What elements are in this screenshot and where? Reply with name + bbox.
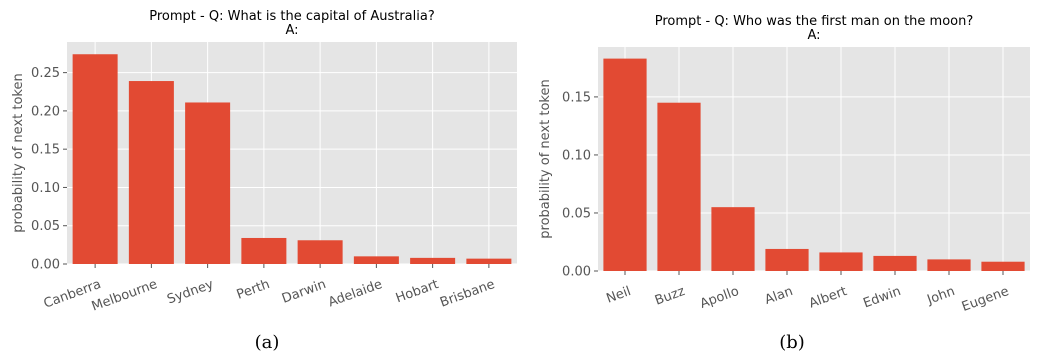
x-tick-label: Albert — [807, 284, 849, 312]
y-axis-label: probability of next token — [11, 73, 26, 232]
y-tick-label: 0.10 — [31, 181, 60, 196]
bar-melbourne — [128, 81, 174, 264]
bar-neil — [603, 58, 647, 271]
y-tick-label: 0.05 — [562, 206, 591, 221]
bar-brisbane — [466, 258, 512, 264]
chart-title-line2: A: — [285, 23, 298, 38]
x-tick-label: Melbourne — [90, 277, 160, 315]
y-tick-label: 0.00 — [31, 258, 60, 273]
bar-canberra — [72, 54, 118, 264]
x-tick-label: Buzz — [653, 284, 687, 309]
y-axis-label: probability of next token — [538, 79, 553, 238]
x-tick-label: Hobart — [394, 277, 441, 306]
x-tick-label: Apollo — [698, 284, 741, 312]
x-tick-label: Neil — [604, 284, 633, 307]
figure-caption: (a) — [255, 332, 280, 353]
chart-title: Prompt - Q: Who was the first man on the… — [655, 14, 974, 29]
bar-perth — [241, 237, 287, 264]
y-tick-label: 0.00 — [562, 265, 591, 280]
y-tick-label: 0.20 — [31, 104, 60, 119]
bar-eugene — [981, 261, 1025, 271]
chart-b: 0.00 0.05 0.10 0.15 Neil Buzz Apollo Alan Albert… — [538, 14, 1030, 353]
x-tick-label: Eugene — [960, 284, 1011, 315]
x-tick-label: Perth — [235, 277, 272, 303]
x-tick-label: Edwin — [861, 284, 903, 311]
x-tick-label: Brisbane — [438, 277, 497, 311]
bar-albert — [819, 252, 863, 271]
bar-edwin — [873, 255, 917, 271]
chart-title-line2: A: — [807, 28, 820, 43]
y-tick-label: 0.15 — [562, 90, 591, 105]
bar-buzz — [657, 102, 701, 272]
chart-a: 0.000.050.100.150.200.25CanberraMelbourn… — [11, 9, 517, 353]
x-tick-label: Adelaide — [326, 277, 384, 310]
bar-john — [927, 259, 971, 271]
x-tick-label: Sydney — [165, 277, 216, 308]
bar-sydney — [185, 102, 231, 264]
bar-hobart — [410, 257, 456, 264]
x-tick-label: Darwin — [280, 277, 328, 307]
x-tick-label: John — [924, 284, 957, 308]
bar-darwin — [297, 240, 343, 264]
y-tick-label: 0.25 — [31, 66, 60, 81]
chart-title: Prompt - Q: What is the capital of Austr… — [149, 9, 434, 24]
bar-adelaide — [353, 256, 399, 264]
bar-alan — [765, 248, 809, 271]
x-tick-label: Alan — [763, 284, 795, 308]
y-tick-label: 0.15 — [31, 143, 60, 158]
y-tick-label: 0.10 — [562, 148, 591, 163]
figure-caption: (b) — [779, 332, 805, 353]
bar-apollo — [711, 207, 755, 271]
y-tick-label: 0.05 — [31, 219, 60, 234]
